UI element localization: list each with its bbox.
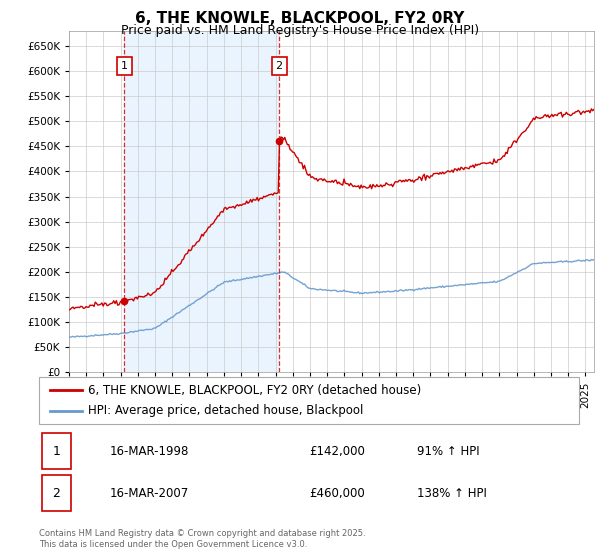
Text: 2: 2 <box>53 487 61 500</box>
Text: 1: 1 <box>121 61 128 71</box>
FancyBboxPatch shape <box>39 377 579 424</box>
Text: Price paid vs. HM Land Registry's House Price Index (HPI): Price paid vs. HM Land Registry's House … <box>121 24 479 37</box>
Text: 6, THE KNOWLE, BLACKPOOL, FY2 0RY: 6, THE KNOWLE, BLACKPOOL, FY2 0RY <box>136 11 464 26</box>
Bar <box>124 31 279 372</box>
Text: 16-MAR-2007: 16-MAR-2007 <box>109 487 188 500</box>
Text: 138% ↑ HPI: 138% ↑ HPI <box>417 487 487 500</box>
Text: 1: 1 <box>53 445 61 458</box>
Text: 2: 2 <box>275 61 283 71</box>
Text: Contains HM Land Registry data © Crown copyright and database right 2025.
This d: Contains HM Land Registry data © Crown c… <box>39 529 365 549</box>
Text: £460,000: £460,000 <box>309 487 365 500</box>
Text: 16-MAR-1998: 16-MAR-1998 <box>109 445 188 458</box>
Text: 91% ↑ HPI: 91% ↑ HPI <box>417 445 479 458</box>
Text: £142,000: £142,000 <box>309 445 365 458</box>
Text: HPI: Average price, detached house, Blackpool: HPI: Average price, detached house, Blac… <box>88 404 363 417</box>
FancyBboxPatch shape <box>42 475 71 511</box>
FancyBboxPatch shape <box>42 433 71 469</box>
Text: 6, THE KNOWLE, BLACKPOOL, FY2 0RY (detached house): 6, THE KNOWLE, BLACKPOOL, FY2 0RY (detac… <box>88 384 421 397</box>
